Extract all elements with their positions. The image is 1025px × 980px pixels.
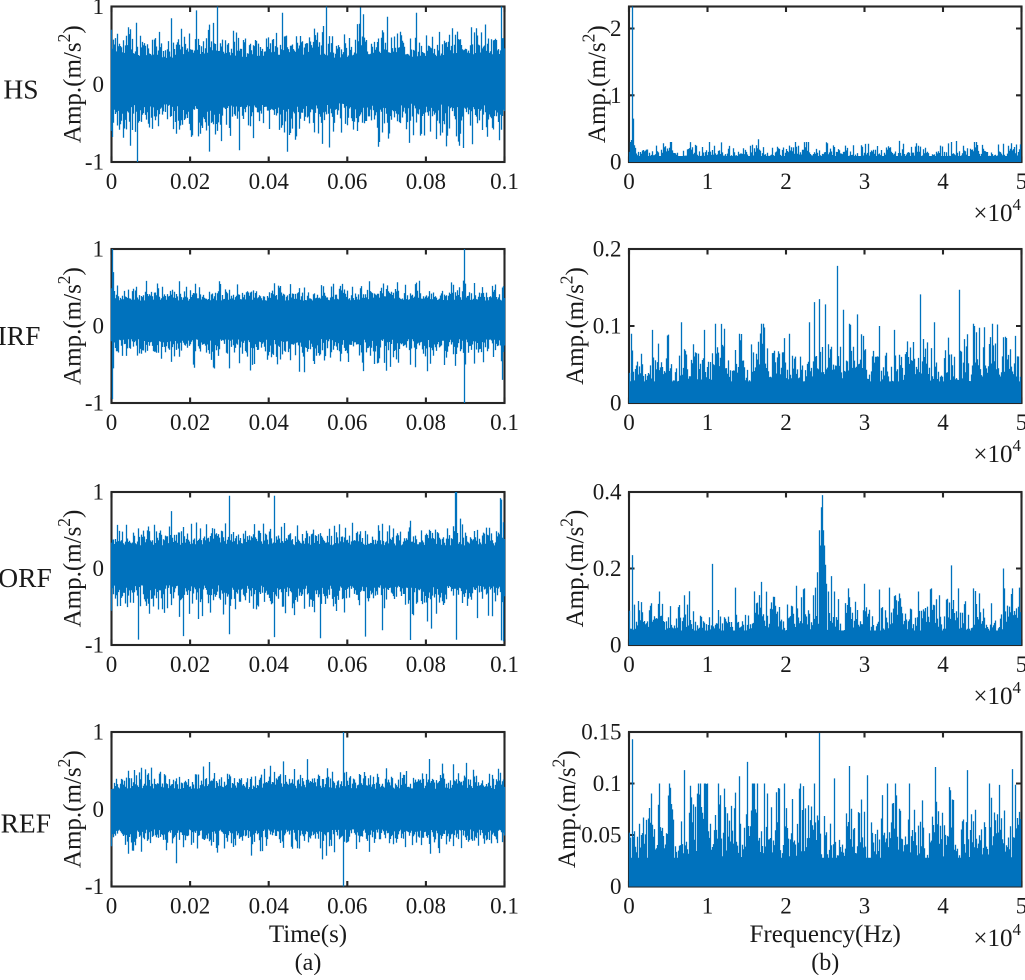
svg-text:5: 5 (1016, 410, 1025, 435)
svg-text:4: 4 (937, 410, 949, 435)
svg-text:0.1: 0.1 (490, 169, 519, 194)
svg-text:0.06: 0.06 (327, 169, 367, 194)
svg-text:0.06: 0.06 (327, 652, 367, 677)
svg-text:0: 0 (93, 797, 105, 822)
svg-text:3: 3 (859, 894, 871, 919)
svg-text:0.04: 0.04 (249, 410, 290, 435)
svg-text:2: 2 (780, 652, 792, 677)
svg-text:(a): (a) (295, 950, 322, 975)
svg-text:0.04: 0.04 (249, 894, 290, 919)
svg-text:0.08: 0.08 (406, 169, 446, 194)
svg-text:0: 0 (106, 410, 118, 435)
svg-text:3: 3 (859, 169, 871, 194)
svg-text:×104: ×104 (973, 436, 1021, 468)
svg-text:Amp.(m/s2): Amp.(m/s2) (549, 750, 582, 868)
svg-text:1: 1 (93, 0, 105, 19)
svg-text:Amp.(m/s2): Amp.(m/s2) (579, 25, 612, 143)
svg-text:0: 0 (610, 150, 622, 175)
svg-text:HS: HS (3, 74, 38, 105)
svg-text:ORF: ORF (0, 562, 52, 593)
svg-text:0: 0 (93, 72, 105, 97)
svg-text:4: 4 (937, 652, 949, 677)
svg-text:-1: -1 (85, 391, 104, 416)
svg-text:0.08: 0.08 (406, 652, 446, 677)
svg-text:REF: REF (1, 808, 51, 839)
svg-text:1: 1 (93, 237, 105, 262)
svg-text:Amp.(m/s2): Amp.(m/s2) (54, 750, 87, 868)
svg-text:0.4: 0.4 (593, 480, 622, 505)
svg-text:0.06: 0.06 (327, 410, 367, 435)
svg-text:2: 2 (780, 169, 792, 194)
svg-text:0: 0 (106, 894, 118, 919)
svg-text:Time(s): Time(s) (269, 921, 347, 948)
svg-text:0.04: 0.04 (249, 169, 290, 194)
svg-text:0: 0 (106, 652, 118, 677)
svg-text:Amp.(m/s2): Amp.(m/s2) (557, 267, 590, 385)
svg-text:5: 5 (1016, 169, 1025, 194)
svg-text:0.04: 0.04 (249, 652, 290, 677)
svg-text:1: 1 (93, 720, 105, 745)
svg-text:Amp.(m/s2): Amp.(m/s2) (54, 510, 87, 628)
svg-text:0.05: 0.05 (581, 823, 621, 848)
svg-text:0.06: 0.06 (327, 894, 367, 919)
svg-text:0: 0 (93, 314, 105, 339)
svg-text:-1: -1 (85, 150, 104, 175)
svg-text:0.02: 0.02 (170, 652, 210, 677)
svg-text:0: 0 (623, 652, 635, 677)
svg-text:1: 1 (702, 169, 714, 194)
svg-text:0: 0 (623, 894, 635, 919)
svg-text:0: 0 (610, 391, 622, 416)
svg-text:4: 4 (937, 169, 949, 194)
svg-text:-1: -1 (85, 633, 104, 658)
svg-text:0.02: 0.02 (170, 169, 210, 194)
svg-text:0.02: 0.02 (170, 410, 210, 435)
svg-text:0.1: 0.1 (490, 652, 519, 677)
svg-text:1: 1 (93, 480, 105, 505)
svg-text:1: 1 (702, 410, 714, 435)
svg-text:2: 2 (780, 894, 792, 919)
svg-text:0.08: 0.08 (406, 894, 446, 919)
svg-text:(b): (b) (811, 950, 839, 975)
svg-text:5: 5 (1016, 894, 1025, 919)
svg-text:0.1: 0.1 (593, 771, 622, 796)
svg-text:0: 0 (610, 874, 622, 899)
svg-text:1: 1 (702, 652, 714, 677)
svg-text:0.2: 0.2 (593, 237, 622, 262)
svg-text:Amp.(m/s2): Amp.(m/s2) (54, 267, 87, 385)
svg-text:2: 2 (610, 16, 622, 41)
svg-text:Amp.(m/s2): Amp.(m/s2) (557, 510, 590, 628)
svg-text:1: 1 (702, 894, 714, 919)
svg-text:0: 0 (623, 410, 635, 435)
svg-text:3: 3 (859, 410, 871, 435)
svg-text:0: 0 (93, 556, 105, 581)
svg-text:0.2: 0.2 (593, 556, 622, 581)
svg-text:5: 5 (1016, 652, 1025, 677)
svg-text:1: 1 (610, 83, 622, 108)
svg-text:0.02: 0.02 (170, 894, 210, 919)
svg-text:Frequency(Hz): Frequency(Hz) (750, 921, 901, 948)
svg-text:0.1: 0.1 (490, 894, 519, 919)
svg-text:Amp.(m/s2): Amp.(m/s2) (54, 25, 87, 143)
svg-text:3: 3 (859, 652, 871, 677)
svg-text:2: 2 (780, 410, 792, 435)
svg-text:4: 4 (937, 894, 949, 919)
svg-text:0.1: 0.1 (490, 410, 519, 435)
svg-text:0.1: 0.1 (593, 314, 622, 339)
svg-text:0: 0 (610, 633, 622, 658)
svg-text:0: 0 (106, 169, 118, 194)
svg-text:0.15: 0.15 (581, 720, 621, 745)
svg-text:-1: -1 (85, 874, 104, 899)
svg-text:0.08: 0.08 (406, 410, 446, 435)
svg-text:0: 0 (623, 169, 635, 194)
svg-text:IRF: IRF (0, 320, 40, 351)
